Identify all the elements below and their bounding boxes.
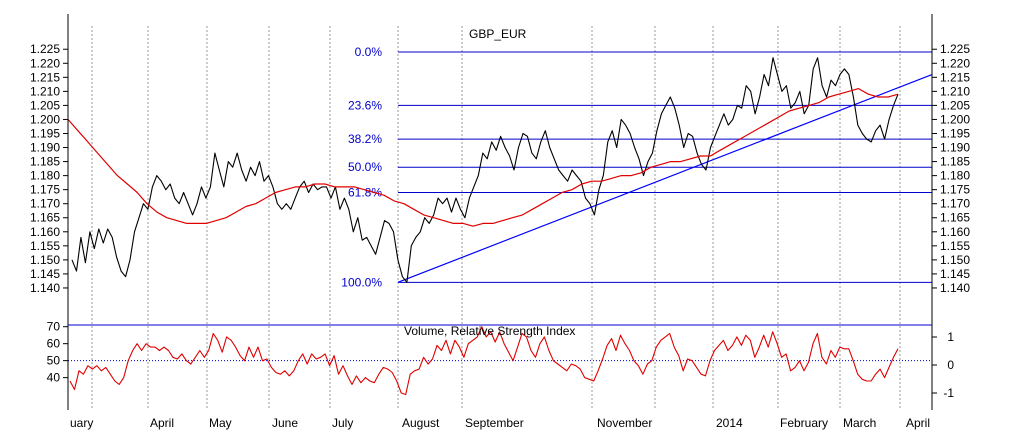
y-tick-label-left: 1.140 xyxy=(30,281,60,295)
y-tick-label-left: 1.225 xyxy=(30,42,60,56)
fibonacci-label: 38.2% xyxy=(348,132,382,146)
indicator-tick-label-left: 70 xyxy=(47,320,61,334)
y-tick-label-left: 1.195 xyxy=(30,126,60,140)
y-tick-label-left: 1.160 xyxy=(30,225,60,239)
vertical-gridlines xyxy=(91,26,901,410)
indicator-tick-label-right: 0 xyxy=(947,358,954,372)
y-tick-label-left: 1.150 xyxy=(30,253,60,267)
y-tick-label-right: 1.190 xyxy=(940,141,970,155)
x-tick-label: March xyxy=(843,416,876,430)
x-tick-label: September xyxy=(465,416,524,430)
price-panel xyxy=(67,57,933,283)
y-tick-label-right: 1.160 xyxy=(940,225,970,239)
trendline xyxy=(397,73,933,283)
y-tick-label-left: 1.210 xyxy=(30,84,60,98)
y-tick-label-right: 1.165 xyxy=(940,211,970,225)
y-tick-label-left: 1.220 xyxy=(30,56,60,70)
y-tick-label-right: 1.205 xyxy=(940,98,970,112)
fibonacci-label: 23.6% xyxy=(348,98,382,112)
y-tick-label-left: 1.215 xyxy=(30,70,60,84)
y-tick-label-right: 1.175 xyxy=(940,183,970,197)
x-tick-label: August xyxy=(402,416,440,430)
y-tick-label-right: 1.195 xyxy=(940,126,970,140)
y-tick-label-right: 1.155 xyxy=(940,239,970,253)
fibonacci-retracement-levels: 0.0% 23.6% 38.2% 50.0% 61.8% 100.0% xyxy=(341,45,932,289)
x-tick-label: November xyxy=(597,416,652,430)
x-tick-label: July xyxy=(332,416,353,430)
x-tick-label: June xyxy=(272,416,298,430)
x-tick-label: February xyxy=(780,416,828,430)
price-chart-title: GBP_EUR xyxy=(469,27,527,41)
indicator-tick-label-left: 50 xyxy=(47,354,61,368)
indicator-tick-label-right: 1 xyxy=(947,330,954,344)
y-tick-label-right: 1.170 xyxy=(940,197,970,211)
y-tick-label-left: 1.170 xyxy=(30,197,60,211)
fibonacci-label: 100.0% xyxy=(341,275,382,289)
y-tick-label-right: 1.215 xyxy=(940,70,970,84)
y-tick-label-right: 1.145 xyxy=(940,267,970,281)
rsi-series-line xyxy=(69,326,899,396)
y-tick-label-left: 1.155 xyxy=(30,239,60,253)
x-tick-label: 2014 xyxy=(716,416,743,430)
fibonacci-label: 61.8% xyxy=(348,185,382,199)
y-tick-label-left: 1.165 xyxy=(30,211,60,225)
y-tick-label-left: 1.205 xyxy=(30,98,60,112)
y-tick-label-left: 1.145 xyxy=(30,267,60,281)
y-tick-label-right: 1.225 xyxy=(940,42,970,56)
x-tick-label: May xyxy=(209,416,232,430)
y-tick-label-right: 1.140 xyxy=(940,281,970,295)
y-tick-label-left: 1.175 xyxy=(30,183,60,197)
indicator-tick-label-right: -1 xyxy=(943,386,954,400)
moving-average-line xyxy=(67,87,899,227)
y-tick-label-right: 1.150 xyxy=(940,253,970,267)
y-tick-label-right: 1.220 xyxy=(940,56,970,70)
indicator-panel-title: Volume, Relative Strength Index xyxy=(404,324,575,338)
y-tick-label-left: 1.185 xyxy=(30,155,60,169)
y-tick-label-left: 1.200 xyxy=(30,112,60,126)
indicator-tick-label-left: 60 xyxy=(47,337,61,351)
indicator-panel xyxy=(68,326,932,396)
price-series-line xyxy=(71,57,899,283)
x-tick-label: April xyxy=(906,416,930,430)
y-tick-label-right: 1.210 xyxy=(940,84,970,98)
y-tick-label-right: 1.185 xyxy=(940,155,970,169)
y-tick-label-left: 1.180 xyxy=(30,169,60,183)
y-tick-label-left: 1.190 xyxy=(30,141,60,155)
x-tick-label: April xyxy=(150,416,174,430)
fibonacci-label: 0.0% xyxy=(355,45,383,59)
indicator-tick-label-left: 40 xyxy=(47,371,61,385)
y-tick-label-right: 1.200 xyxy=(940,112,970,126)
y-tick-label-right: 1.180 xyxy=(940,169,970,183)
x-tick-label: uary xyxy=(70,416,93,430)
fibonacci-label: 50.0% xyxy=(348,160,382,174)
